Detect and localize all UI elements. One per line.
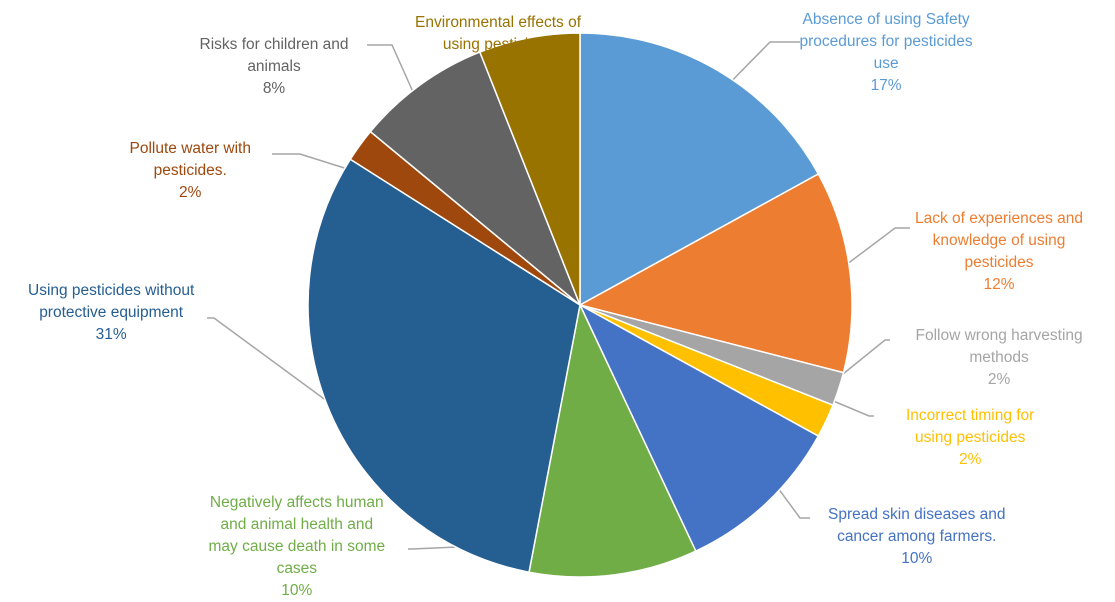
slice-label-text: and animal health and [220, 516, 374, 533]
slice-label: Pollute water with pesticides. 2% [130, 138, 251, 204]
slice-label-text: using pesticides [442, 36, 554, 53]
leader-line [830, 399, 874, 417]
slice-label-text: Incorrect timing for [906, 407, 1035, 424]
pie-slice [369, 51, 581, 306]
slice-label-text: pesticides. [153, 162, 227, 179]
pie-slices [307, 32, 853, 578]
slice-label: Lack of experiences and knowledge of usin… [915, 208, 1083, 296]
pie-slice [528, 302, 697, 578]
slice-label: Incorrect timing for using pesticides 2% [906, 405, 1034, 471]
pie-slice [577, 172, 853, 374]
slice-percent-label: 12% [983, 276, 1015, 293]
slice-label: Using pesticides without protective equip… [28, 280, 194, 346]
slice-label-text: Spread skin diseases and [828, 506, 1006, 523]
leader-line [207, 317, 332, 405]
leader-line [272, 153, 358, 173]
slice-label-text: knowledge of using [932, 232, 1066, 249]
slice-percent-label: 2% [179, 184, 202, 201]
slice-label-text: Absence of using Safety [802, 11, 970, 28]
slice-label-text: may cause death in some [208, 538, 386, 555]
slice-label: Spread skin diseases and cancer among far… [828, 504, 1006, 570]
slice-label-text: animals [247, 58, 301, 75]
slice-label-text: Negatively affects human [209, 494, 384, 511]
slice-label-text: Risks for children and [199, 36, 349, 53]
slice-label-text: cases [276, 560, 318, 577]
pie-slice [578, 303, 820, 553]
slice-label: Negatively affects human and animal healt… [209, 492, 386, 602]
slice-label: Risks for children and animals 8% [200, 34, 349, 100]
slice-label: Absence of using Safety procedures for pe… [800, 9, 973, 97]
slice-label-text: cancer among farmers. [837, 528, 997, 545]
slice-label-text: Environmental effects of [415, 14, 581, 31]
slice-percent-label: 10% [281, 582, 313, 599]
leader-line [837, 227, 910, 272]
slice-label-text: Using pesticides without [28, 282, 195, 299]
leader-line [842, 339, 890, 375]
slice-label: Follow wrong harvesting methods 2% [916, 325, 1083, 391]
slice-percent-label: 8% [262, 80, 286, 97]
slice-percent-label: 31% [95, 326, 127, 343]
slice-label: Environmental effects of using pesticides… [415, 12, 581, 78]
slice-percent-label: 17% [870, 77, 902, 94]
slice-percent-label: 10% [901, 550, 933, 567]
slice-label-text: Pollute water with [129, 140, 251, 157]
leader-lines [207, 41, 910, 550]
slice-percent-label: 6% [486, 58, 510, 75]
slice-label-text: procedures for pesticides [799, 33, 973, 50]
pie-slice [478, 32, 581, 306]
pie-slice [579, 32, 820, 307]
slice-label-text: Follow wrong harvesting [915, 327, 1083, 344]
slice-label-text: pesticides [964, 254, 1034, 271]
slice-label-text: methods [969, 349, 1029, 366]
slice-label-text: protective equipment [39, 304, 184, 321]
slice-label-text: Lack of experiences and [915, 210, 1084, 227]
leader-line [367, 44, 423, 113]
slice-percent-label: 2% [958, 451, 982, 468]
slice-label-text: use [873, 55, 899, 72]
slice-label-text: using pesticides [915, 429, 1026, 446]
slice-percent-label: 2% [987, 371, 1011, 388]
